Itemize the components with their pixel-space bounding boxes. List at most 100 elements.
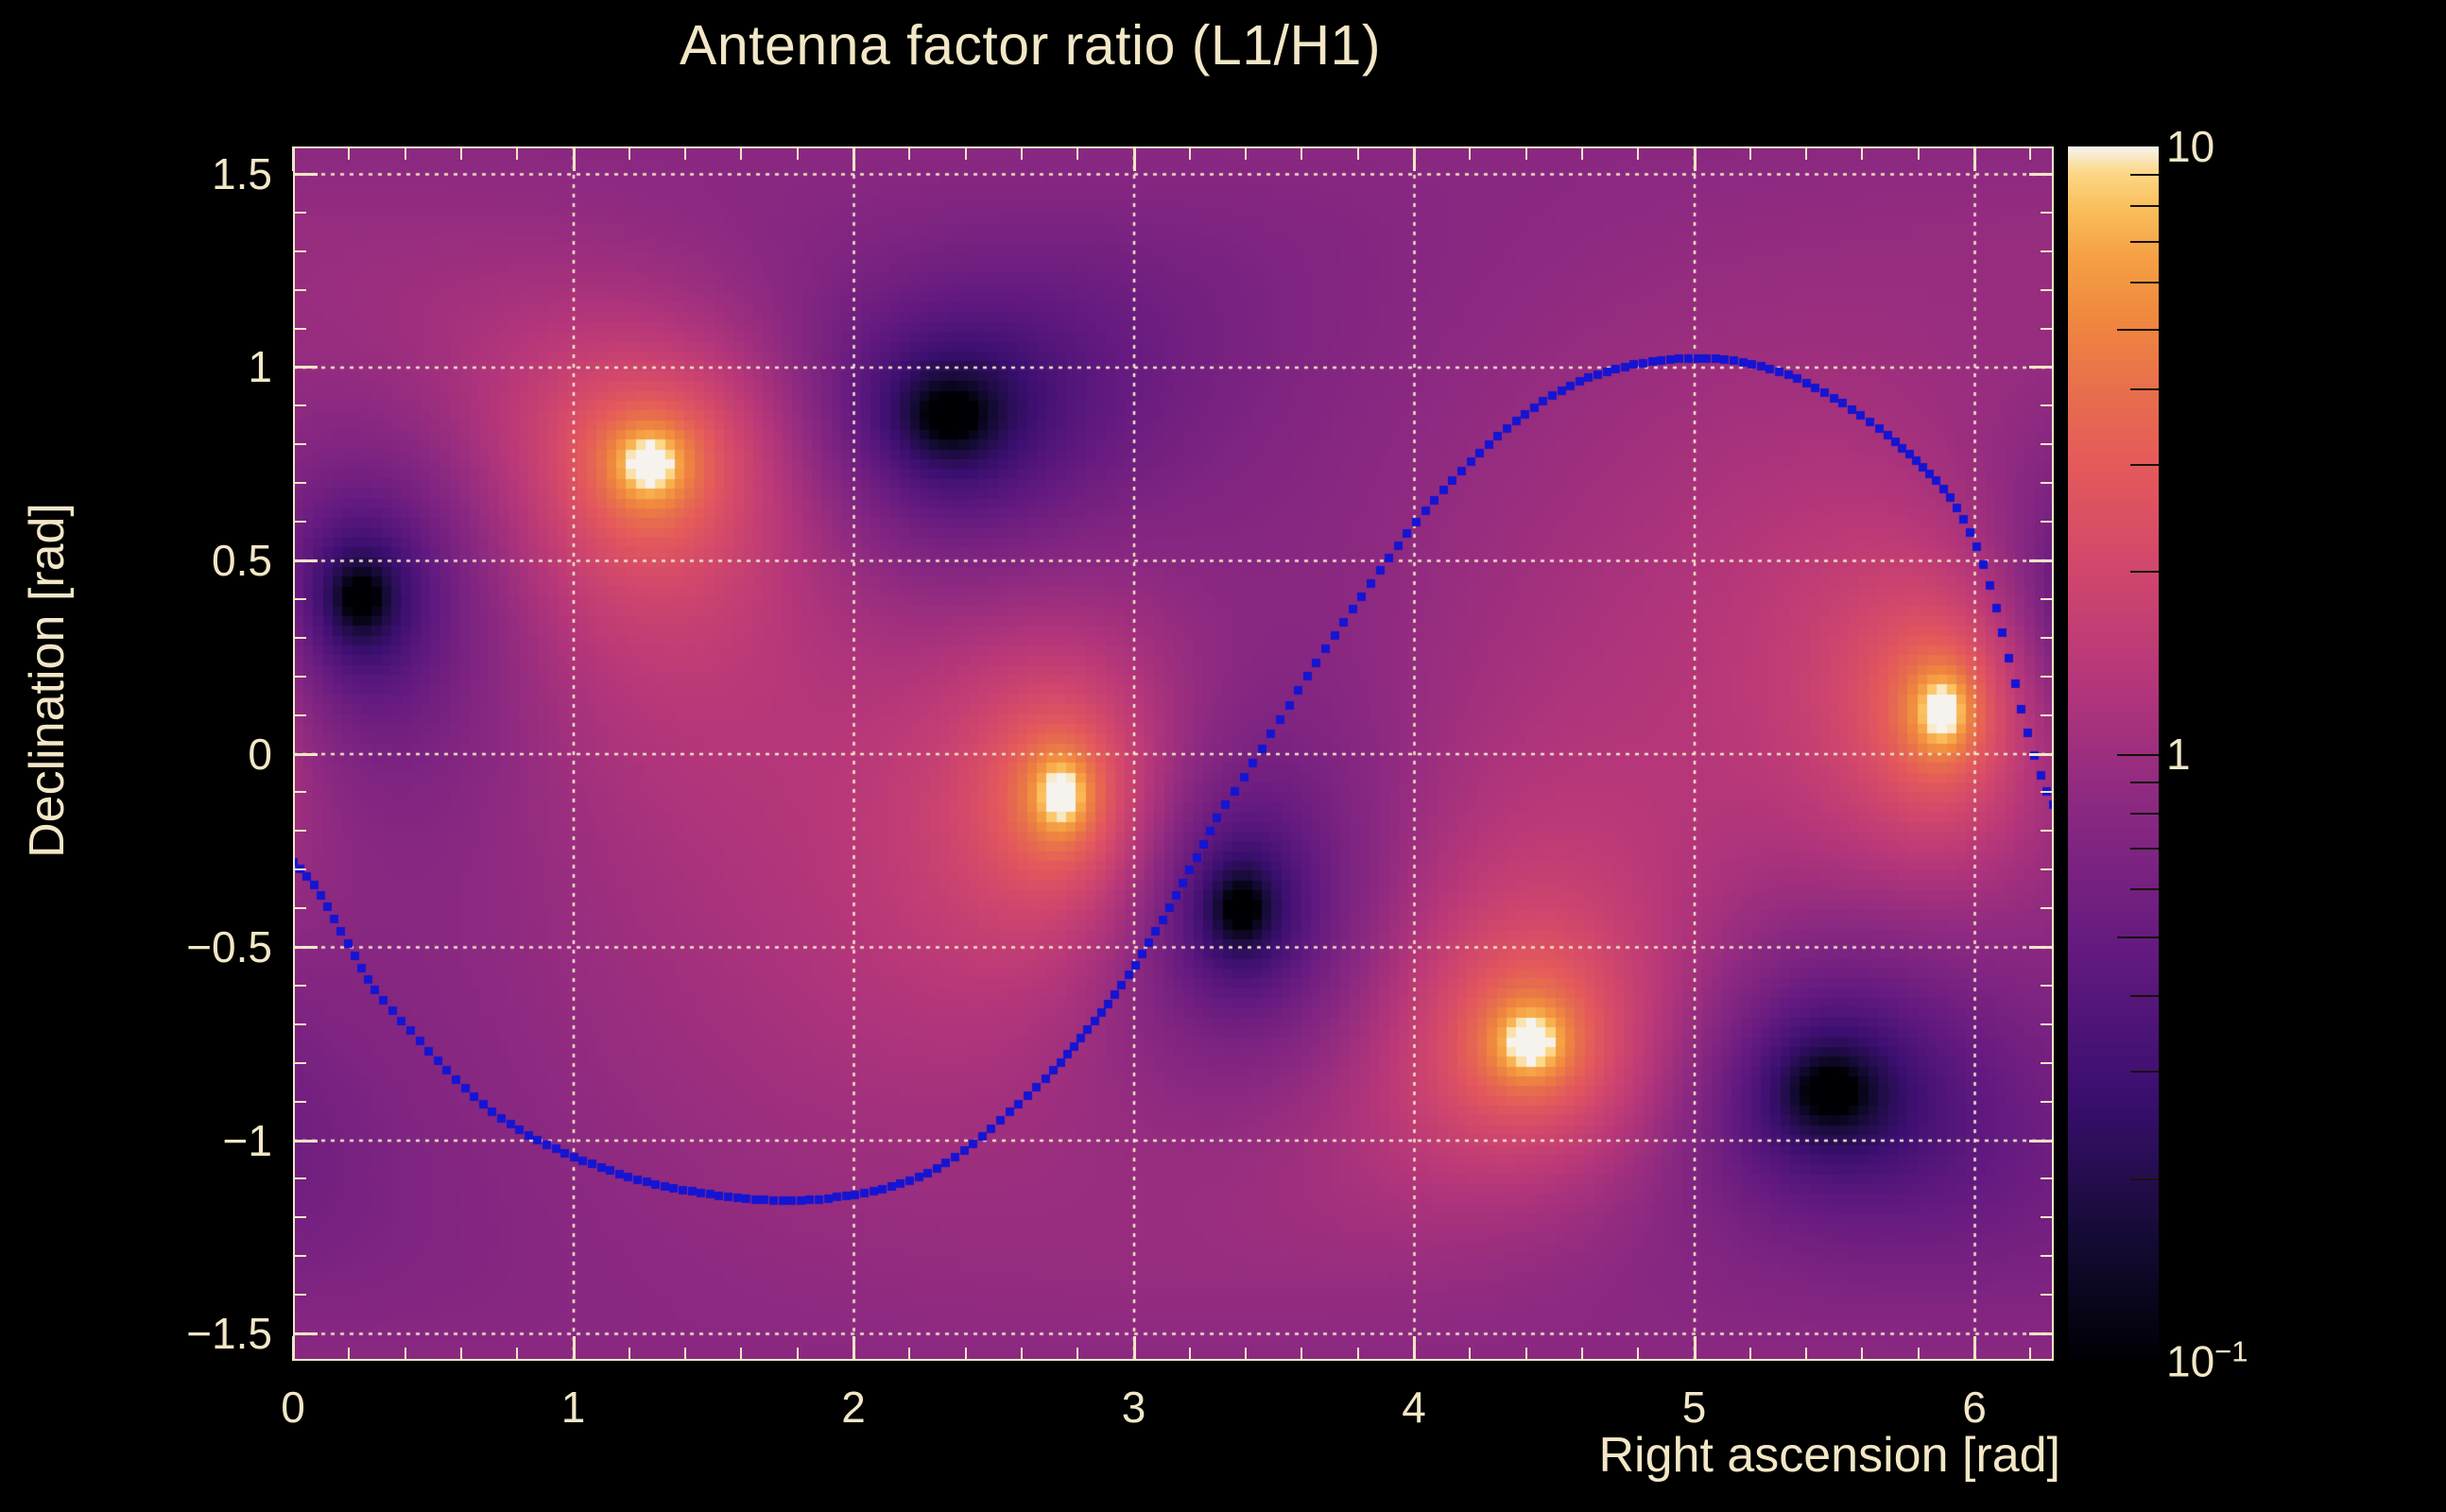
axis-tick bbox=[1301, 1348, 1303, 1361]
axis-tick bbox=[1637, 146, 1640, 160]
axis-tick bbox=[1580, 146, 1583, 160]
axis-tick bbox=[1580, 1348, 1583, 1361]
y-axis-tick-label: 1 bbox=[248, 342, 272, 392]
axis-tick bbox=[2041, 830, 2054, 833]
axis-tick bbox=[1413, 1336, 1417, 1361]
axis-tick bbox=[2041, 597, 2054, 600]
axis-tick bbox=[2041, 1177, 2054, 1180]
axis-tick bbox=[1469, 146, 1472, 160]
x-axis-tick-label: 0 bbox=[281, 1383, 305, 1432]
axis-tick bbox=[293, 946, 318, 949]
axis-tick bbox=[2041, 1022, 2054, 1025]
axis-tick bbox=[2041, 1216, 2054, 1219]
axis-tick bbox=[293, 327, 306, 330]
axis-tick bbox=[293, 1177, 306, 1180]
axis-tick bbox=[1132, 146, 1136, 171]
axis-tick bbox=[572, 1336, 576, 1361]
page-title: Antenna factor ratio (L1/H1) bbox=[679, 14, 1382, 77]
axis-tick bbox=[293, 1216, 306, 1219]
axis-tick bbox=[2029, 172, 2054, 176]
axis-tick bbox=[1693, 1336, 1697, 1361]
axis-tick bbox=[293, 1100, 306, 1103]
axis-tick bbox=[293, 636, 306, 639]
axis-tick bbox=[2041, 249, 2054, 252]
axis-tick bbox=[293, 713, 306, 716]
colorbar-tick-label: 1 bbox=[2166, 729, 2191, 779]
axis-tick bbox=[2041, 443, 2054, 446]
axis-tick bbox=[796, 146, 799, 160]
colorbar-tick bbox=[2130, 240, 2159, 243]
y-axis-tick-label: −1 bbox=[222, 1115, 272, 1165]
axis-tick bbox=[2029, 558, 2054, 562]
axis-tick bbox=[2041, 907, 2054, 910]
axis-tick bbox=[628, 1348, 630, 1361]
colorbar-tick-label: 10−1 bbox=[2166, 1334, 2248, 1386]
axis-tick bbox=[1077, 146, 1079, 160]
axis-tick bbox=[293, 521, 306, 524]
axis-tick bbox=[2029, 1139, 2054, 1143]
axis-tick bbox=[2029, 366, 2054, 369]
axis-tick bbox=[2041, 482, 2054, 485]
axis-tick bbox=[2029, 146, 2032, 160]
x-axis-title: Right ascension [rad] bbox=[1598, 1428, 2061, 1483]
axis-tick bbox=[2041, 675, 2054, 678]
y-axis-tick-labels: 1.5 1 0.5 0 −0.5 −1 −1.5 bbox=[142, 0, 272, 1512]
colorbar-tick bbox=[2130, 812, 2159, 815]
colorbar-tick-label: 10 bbox=[2166, 122, 2215, 171]
heatmap-plot-area[interactable] bbox=[293, 146, 2054, 1361]
axis-tick bbox=[1245, 1348, 1248, 1361]
x-axis-tick-label: 3 bbox=[1121, 1383, 1146, 1432]
axis-tick bbox=[2041, 404, 2054, 407]
colorbar-tick bbox=[2130, 995, 2159, 998]
x-axis-tick-label: 5 bbox=[1681, 1383, 1707, 1432]
axis-tick bbox=[292, 146, 295, 171]
y-axis-title: Declination [rad] bbox=[20, 503, 75, 858]
axis-tick bbox=[2029, 946, 2054, 949]
axis-tick bbox=[853, 146, 855, 171]
axis-tick bbox=[293, 172, 318, 176]
axis-tick bbox=[293, 868, 306, 871]
axis-tick bbox=[293, 482, 306, 485]
axis-tick bbox=[628, 146, 630, 160]
axis-tick bbox=[2041, 327, 2054, 330]
axis-tick bbox=[740, 1348, 743, 1361]
colorbar-tick bbox=[2130, 387, 2159, 390]
axis-tick bbox=[1973, 1336, 1977, 1361]
colorbar-tick bbox=[2130, 463, 2159, 466]
axis-tick bbox=[293, 558, 318, 562]
colorbar-tick bbox=[2130, 571, 2159, 574]
axis-tick bbox=[908, 1348, 911, 1361]
axis-tick bbox=[1356, 146, 1359, 160]
axis-tick bbox=[516, 1348, 519, 1361]
axis-tick bbox=[1413, 146, 1417, 171]
axis-tick bbox=[2041, 521, 2054, 524]
axis-tick bbox=[2041, 791, 2054, 794]
axis-tick bbox=[1469, 1348, 1472, 1361]
axis-tick bbox=[740, 146, 743, 160]
axis-tick bbox=[293, 1061, 306, 1064]
colorbar-tick bbox=[2130, 1177, 2159, 1180]
colorbar-tick bbox=[2130, 888, 2159, 891]
axis-tick bbox=[908, 146, 911, 160]
axis-tick bbox=[292, 1336, 295, 1361]
axis-tick bbox=[293, 752, 318, 756]
axis-tick bbox=[2041, 868, 2054, 871]
colorbar-tick bbox=[2130, 174, 2159, 177]
axis-tick bbox=[293, 288, 306, 291]
axis-tick bbox=[2041, 713, 2054, 716]
axis-tick bbox=[293, 443, 306, 446]
axis-tick bbox=[1748, 146, 1751, 160]
y-axis-tick-label: 0 bbox=[248, 729, 272, 779]
colorbar[interactable] bbox=[2068, 146, 2159, 1361]
axis-tick bbox=[2041, 1100, 2054, 1103]
x-axis-tick-labels: 0 1 2 3 4 5 6 bbox=[0, 1382, 2446, 1448]
axis-tick bbox=[796, 1348, 799, 1361]
axis-tick bbox=[404, 146, 406, 160]
axis-tick bbox=[1188, 146, 1191, 160]
axis-tick bbox=[853, 1336, 855, 1361]
axis-tick bbox=[964, 146, 967, 160]
axis-tick bbox=[293, 404, 306, 407]
y-axis-tick-label: −0.5 bbox=[186, 922, 272, 971]
axis-tick bbox=[293, 366, 318, 369]
axis-tick bbox=[293, 1139, 318, 1143]
